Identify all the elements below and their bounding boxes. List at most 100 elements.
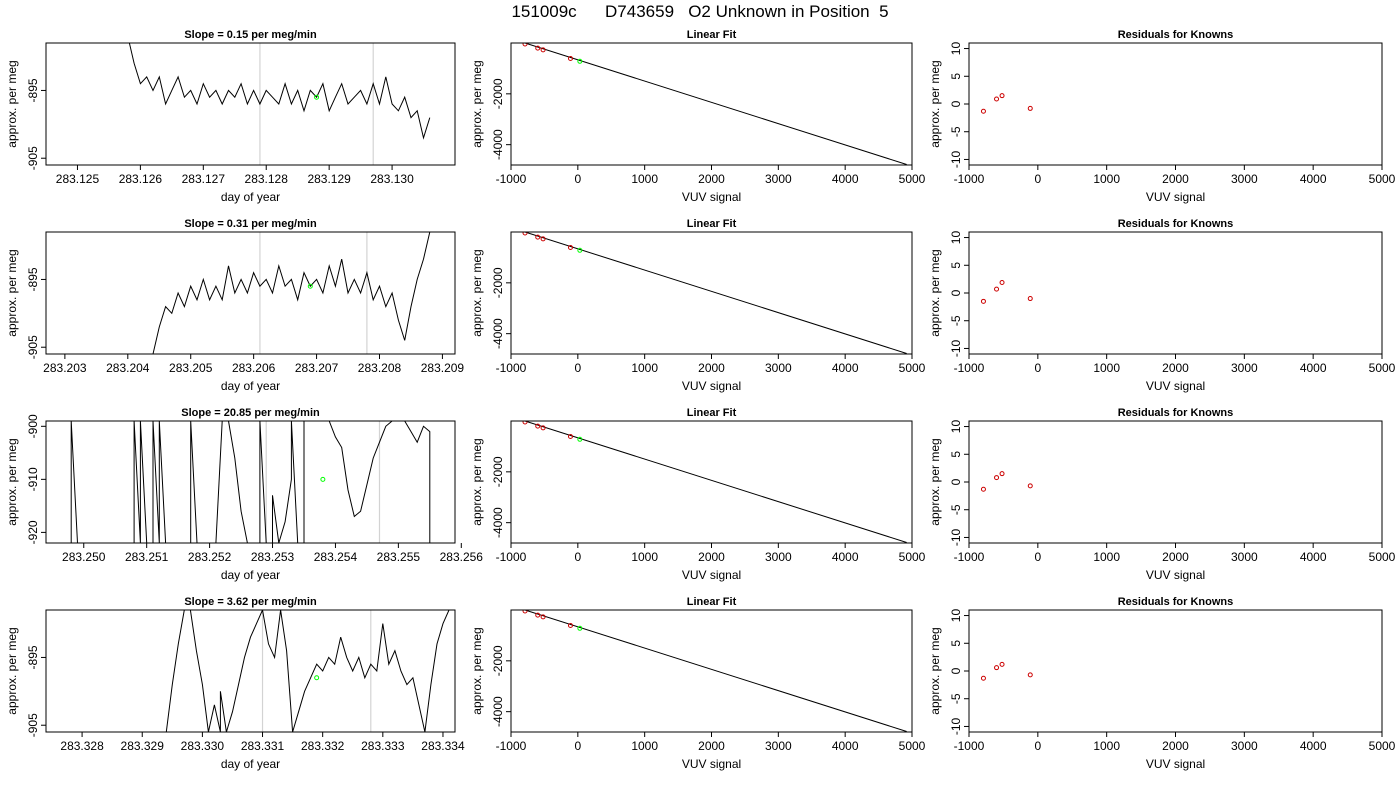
- x-tick-label: -1000: [496, 361, 527, 375]
- known-point: [994, 96, 1000, 102]
- trace-line: [165, 610, 450, 732]
- y-tick-label: -4000: [491, 318, 505, 349]
- y-axis: -905 -895: [26, 78, 46, 170]
- x-tick-label: 0: [1034, 739, 1041, 753]
- known-point: [999, 93, 1005, 99]
- known-point: [1027, 296, 1033, 302]
- known-point: [567, 623, 573, 629]
- x-tick-label: 5000: [899, 361, 926, 375]
- chart-title: Linear Fit: [687, 596, 737, 608]
- x-tick-label: 1000: [1093, 550, 1120, 564]
- x-tick-label: 2000: [1162, 550, 1189, 564]
- x-tick-label: 283.251: [125, 550, 169, 564]
- x-tick-label: 4000: [1300, 550, 1327, 564]
- x-tick-label: -1000: [954, 172, 985, 186]
- y-tick-label: -895: [26, 645, 40, 669]
- x-axis-label: day of year: [221, 568, 280, 582]
- y-axis: -905 -895: [26, 267, 46, 359]
- plot-frame: [968, 42, 1383, 166]
- trace-line: [152, 232, 431, 354]
- plot-area: [522, 421, 907, 543]
- y-tick-label: -5: [949, 693, 963, 704]
- x-tick-label: 283.333: [361, 739, 405, 753]
- plot-area: [980, 279, 1033, 304]
- trace-line: [128, 43, 431, 140]
- y-tick-label: 5: [949, 640, 963, 647]
- unknown-point: [314, 94, 320, 100]
- known-point: [567, 245, 573, 251]
- x-tick-label: 0: [1034, 172, 1041, 186]
- x-tick-label: 2000: [698, 361, 725, 375]
- chart-panel-8: Linear Fit -1000 0 1000 2000 3000 4000 5000 VUV …: [470, 407, 926, 582]
- known-point: [567, 434, 573, 440]
- y-tick-label: -10: [949, 528, 963, 546]
- x-axis-label: VUV signal: [682, 190, 741, 204]
- chart-title: Linear Fit: [687, 218, 737, 230]
- chart-panel-6: Residuals for Knowns -1000 0 1000 2000 3000 40…: [928, 218, 1396, 393]
- x-axis-label: day of year: [221, 379, 280, 393]
- chart-title: Slope = 0.15 per meg/min: [184, 29, 317, 41]
- plot-frame: [968, 231, 1383, 355]
- x-tick-label: 283.208: [358, 361, 402, 375]
- x-tick-label: 0: [574, 550, 581, 564]
- x-tick-label: 2000: [698, 550, 725, 564]
- plot-area: [522, 43, 907, 165]
- fit-line: [524, 232, 907, 354]
- x-tick-label: 5000: [899, 550, 926, 564]
- y-axis: 10 5 0 -5 -10: [949, 42, 969, 168]
- x-axis: -1000 0 1000 2000 3000 4000 5000: [954, 354, 1396, 375]
- x-axis: 283.203 283.204 283.205 283.206 283.207 283.2…: [43, 354, 464, 375]
- plot-frame: [968, 420, 1383, 544]
- unknown-point: [577, 625, 583, 631]
- y-axis-label: approx. per meg: [470, 249, 484, 336]
- plot-frame: [510, 609, 913, 733]
- x-tick-label: 5000: [899, 739, 926, 753]
- x-tick-label: -1000: [496, 739, 527, 753]
- known-point: [999, 471, 1005, 477]
- y-axis-label: approx. per meg: [928, 60, 942, 147]
- known-point: [994, 665, 1000, 671]
- x-tick-label: 0: [574, 361, 581, 375]
- x-tick-label: -1000: [954, 550, 985, 564]
- chart-panel-5: Linear Fit -1000 0 1000 2000 3000 4000 5000 VUV …: [470, 218, 926, 393]
- y-axis-label: approx. per meg: [928, 438, 942, 525]
- x-tick-label: 1000: [1093, 361, 1120, 375]
- known-point: [540, 425, 546, 431]
- x-tick-label: -1000: [954, 361, 985, 375]
- y-tick-label: 0: [949, 100, 963, 107]
- x-tick-label: 0: [1034, 550, 1041, 564]
- x-axis-label: VUV signal: [1146, 757, 1205, 771]
- x-tick-label: 1000: [631, 172, 658, 186]
- x-tick-label: 4000: [1300, 739, 1327, 753]
- x-tick-label: 283.129: [307, 172, 351, 186]
- x-tick-label: 3000: [1231, 550, 1258, 564]
- chart-panel-3: Residuals for Knowns -1000 0 1000 2000 3000 40…: [928, 29, 1396, 204]
- x-axis-label: VUV signal: [1146, 379, 1205, 393]
- unknown-point: [577, 247, 583, 253]
- x-tick-label: 5000: [1369, 172, 1396, 186]
- y-tick-label: -2000: [491, 78, 505, 109]
- y-tick-label: -5: [949, 504, 963, 515]
- known-point: [999, 661, 1005, 667]
- known-point: [980, 675, 986, 681]
- x-tick-label: 283.127: [182, 172, 226, 186]
- known-point: [540, 614, 546, 620]
- unknown-point: [320, 476, 326, 482]
- y-axis: -905 -895: [26, 645, 46, 737]
- x-axis-label: VUV signal: [682, 568, 741, 582]
- fit-line: [524, 43, 907, 165]
- plot-area: [980, 661, 1033, 681]
- y-tick-label: -895: [26, 78, 40, 102]
- known-point: [1027, 105, 1033, 111]
- known-point: [522, 43, 528, 47]
- y-axis-label: approx. per meg: [928, 627, 942, 714]
- unknown-point: [314, 675, 320, 681]
- y-tick-label: -905: [26, 335, 40, 359]
- x-tick-label: 3000: [765, 361, 792, 375]
- x-axis: -1000 0 1000 2000 3000 4000 5000: [496, 165, 926, 186]
- known-point: [994, 286, 1000, 292]
- x-axis: 283.125 283.126 283.127 283.128 283.129 283.1…: [56, 165, 414, 186]
- known-point: [540, 47, 546, 53]
- x-axis: -1000 0 1000 2000 3000 4000 5000: [954, 543, 1396, 564]
- plot-area: [980, 471, 1033, 492]
